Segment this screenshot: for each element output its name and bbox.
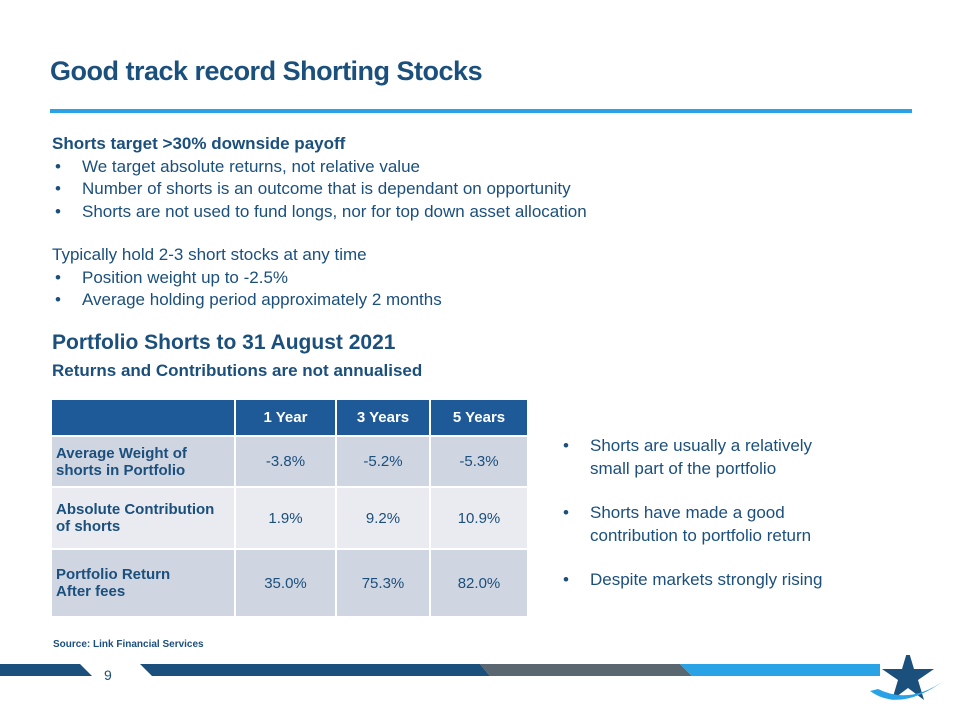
table-cell: -5.3% xyxy=(429,435,529,488)
table-row: Average Weight of shorts in Portfolio -3.8… xyxy=(50,435,529,488)
section-heading: Typically hold 2-3 short stocks at any t… xyxy=(52,245,367,264)
table-cell: 82.0% xyxy=(429,548,529,618)
section: Typically hold 2-3 short stocks at any t… xyxy=(52,244,442,312)
bullet-line: contribution to portfolio return xyxy=(590,525,812,545)
bullet: Position weight up to -2.5% xyxy=(52,267,442,290)
bullet: Average holding period approximately 2 m… xyxy=(52,289,442,312)
table-cell: 1.9% xyxy=(234,486,337,550)
row-label: Absolute Contribution of shorts xyxy=(50,486,236,550)
column-header: 1 Year xyxy=(234,398,337,437)
footer-bar xyxy=(480,664,692,676)
row-label-line: Portfolio Return xyxy=(56,566,171,583)
bullet: Despite markets strongly rising xyxy=(560,569,910,592)
table-cell: -3.8% xyxy=(234,435,337,488)
table: 1 Year 3 Years 5 Years Average Weight of sho… xyxy=(50,398,529,618)
bullet-line: Shorts are usually a relatively xyxy=(590,436,813,455)
row-label-line: Average Weight of xyxy=(56,444,187,462)
row-label: Portfolio Return After fees xyxy=(50,548,236,618)
bullet: Shorts are not used to fund longs, nor f… xyxy=(52,201,587,224)
footer-bar xyxy=(680,664,880,676)
column-header: 5 Years xyxy=(429,398,529,437)
row-label: Average Weight of shorts in Portfolio xyxy=(50,435,236,488)
header-cell xyxy=(50,398,236,437)
table-cell: -5.2% xyxy=(335,435,431,488)
section: Shorts target >30% downside payoff We tar… xyxy=(52,133,587,223)
bullet: We target absolute returns, not relative… xyxy=(52,156,587,179)
slide-title: Good track record Shorting Stocks xyxy=(50,56,483,86)
table-cell: 10.9% xyxy=(429,486,529,550)
table-cell: 75.3% xyxy=(335,548,431,618)
bullet-line: Shorts have made a good xyxy=(590,503,785,522)
table-cell: 9.2% xyxy=(335,486,431,550)
logo-swoosh xyxy=(870,680,945,700)
bullet: Shorts are usually a relatively small par… xyxy=(560,435,910,480)
column-header: 3 Years xyxy=(335,398,431,437)
table-row: Portfolio Return After fees 35.0% 75.3% 82.0… xyxy=(50,548,529,618)
footer-bar xyxy=(0,664,92,676)
row-label-line: of shorts xyxy=(56,518,121,535)
logo-star xyxy=(882,655,934,700)
footer-bar xyxy=(140,664,490,676)
row-label-line: shorts in Portfolio xyxy=(56,461,186,479)
bullet: Number of shorts is an outcome that is d… xyxy=(52,178,587,201)
page-number: 9 xyxy=(104,667,112,683)
row-label-line: Absolute Contribution xyxy=(56,501,215,518)
footer xyxy=(0,655,945,700)
table-subtitle: Returns and Contributions are not annual… xyxy=(52,361,423,380)
header-row: 1 Year 3 Years 5 Years xyxy=(50,398,529,437)
side-bullets: Shorts are usually a relatively small par… xyxy=(560,435,910,614)
table-cell: 35.0% xyxy=(234,548,337,618)
row-label-line: After fees xyxy=(56,583,126,600)
title-rule xyxy=(50,109,912,113)
bullet-line: small part of the portfolio xyxy=(590,458,777,478)
table-title: Portfolio Shorts to 31 August 2021 xyxy=(52,331,396,354)
bullet-line: Despite markets strongly rising xyxy=(590,570,823,589)
section-heading: Shorts target >30% downside payoff xyxy=(52,134,346,153)
source: Source: Link Financial Services xyxy=(53,639,204,650)
table-row: Absolute Contribution of shorts 1.9% 9.2% 10… xyxy=(50,486,529,550)
bullet: Shorts have made a good contribution to p… xyxy=(560,502,910,547)
